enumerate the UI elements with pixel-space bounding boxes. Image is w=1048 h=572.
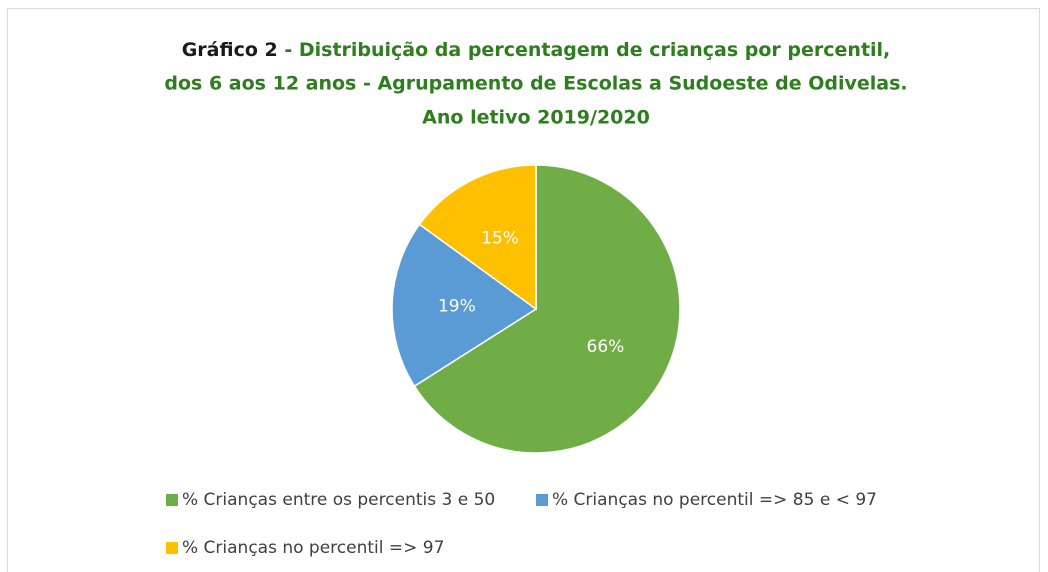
legend-label: % Crianças no percentil => 97 xyxy=(182,538,444,558)
title-prefix: Gráfico 2 xyxy=(182,39,278,61)
legend-swatch xyxy=(536,494,548,506)
chart-title: Gráfico 2 - Distribuição da percentagem … xyxy=(182,39,891,61)
pie-slice xyxy=(391,223,538,388)
legend-label: % Crianças entre os percentis 3 e 50 xyxy=(182,490,495,510)
pie-slice xyxy=(413,164,681,454)
value-label: 66% xyxy=(587,337,625,357)
legend-swatch xyxy=(166,542,178,554)
legend-label: % Crianças no percentil => 85 e < 97 xyxy=(552,490,877,510)
title-line: - Distribuição da percentagem de criança… xyxy=(278,39,891,61)
value-label: 15% xyxy=(481,228,519,248)
chart-title: Ano letivo 2019/2020 xyxy=(422,107,650,129)
legend-swatch xyxy=(166,494,178,506)
pie-slice xyxy=(418,164,537,311)
value-label: 19% xyxy=(438,297,476,317)
chart-title: dos 6 aos 12 anos - Agrupamento de Escol… xyxy=(164,73,907,95)
